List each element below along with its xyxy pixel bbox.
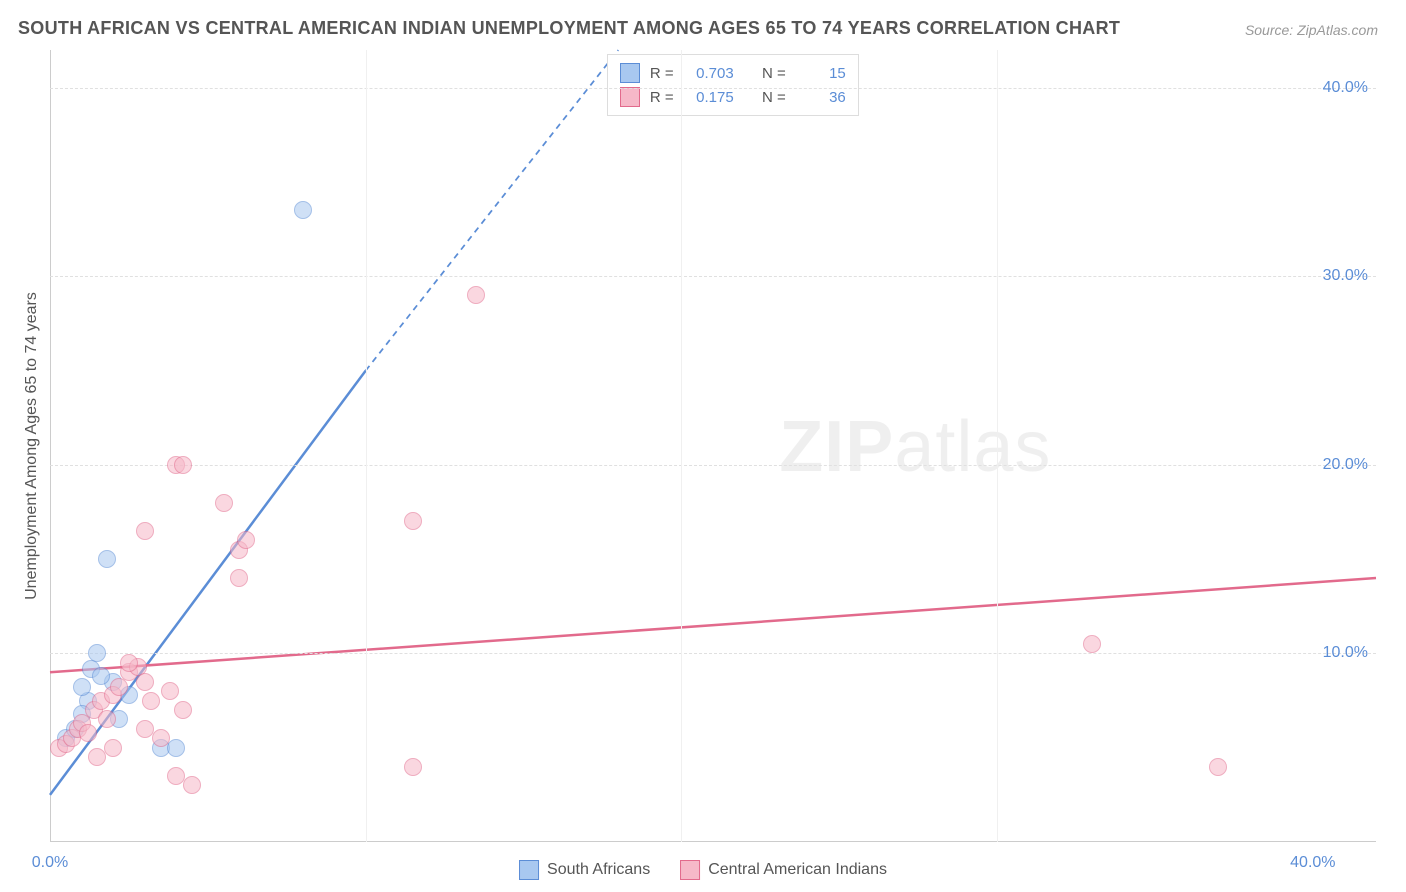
n-label: N = [762,65,786,82]
trend-line [366,50,619,371]
data-point [142,692,160,710]
legend-item: South Africans [519,860,650,880]
y-tick-label: 30.0% [1323,267,1368,285]
gridline-h [50,88,1376,89]
plot-area: Unemployment Among Ages 65 to 74 years Z… [50,50,1376,842]
data-point [1083,635,1101,653]
data-point [467,286,485,304]
legend-swatch [519,860,539,880]
data-point [98,710,116,728]
gridline-h [50,276,1376,277]
trend-lines-layer [50,50,1376,842]
y-tick-label: 40.0% [1323,79,1368,97]
stats-legend-row: R = 0.703 N = 15 [620,61,846,85]
r-label: R = [650,89,674,106]
gridline-h [50,465,1376,466]
r-value: 0.703 [684,65,734,82]
data-point [161,682,179,700]
legend-swatch [620,87,640,107]
chart-container: SOUTH AFRICAN VS CENTRAL AMERICAN INDIAN… [0,0,1406,892]
data-point [79,724,97,742]
gridline-v [681,50,682,842]
legend-item: Central American Indians [680,860,887,880]
trend-line [50,578,1376,672]
data-point [136,720,154,738]
data-point [136,522,154,540]
data-point [1209,758,1227,776]
gridline-h [50,653,1376,654]
gridline-v [366,50,367,842]
legend-swatch [680,860,700,880]
x-tick-label: 40.0% [1290,854,1335,872]
legend-swatch [620,63,640,83]
trend-line [50,371,366,795]
n-label: N = [762,89,786,106]
legend-label: South Africans [547,861,650,879]
y-axis-label: Unemployment Among Ages 65 to 74 years [23,292,41,600]
n-value: 36 [796,89,846,106]
chart-title: SOUTH AFRICAN VS CENTRAL AMERICAN INDIAN… [18,18,1120,39]
gridline-v [997,50,998,842]
n-value: 15 [796,65,846,82]
data-point [215,494,233,512]
data-point [404,758,422,776]
data-point [167,739,185,757]
series-legend: South Africans Central American Indians [519,860,887,880]
data-point [294,201,312,219]
data-point [230,569,248,587]
x-tick-label: 0.0% [32,854,68,872]
y-tick-label: 10.0% [1323,644,1368,662]
data-point [183,776,201,794]
data-point [237,531,255,549]
r-label: R = [650,65,674,82]
y-tick-label: 20.0% [1323,456,1368,474]
data-point [152,729,170,747]
data-point [120,654,138,672]
data-point [104,739,122,757]
data-point [110,678,128,696]
data-point [404,512,422,530]
data-point [88,748,106,766]
source-attribution: Source: ZipAtlas.com [1245,22,1378,38]
legend-label: Central American Indians [708,861,887,879]
data-point [98,550,116,568]
data-point [136,673,154,691]
data-point [174,701,192,719]
r-value: 0.175 [684,89,734,106]
data-point [92,667,110,685]
data-point [174,456,192,474]
stats-legend: R = 0.703 N = 15 R = 0.175 N = 36 [607,54,859,116]
data-point [73,678,91,696]
